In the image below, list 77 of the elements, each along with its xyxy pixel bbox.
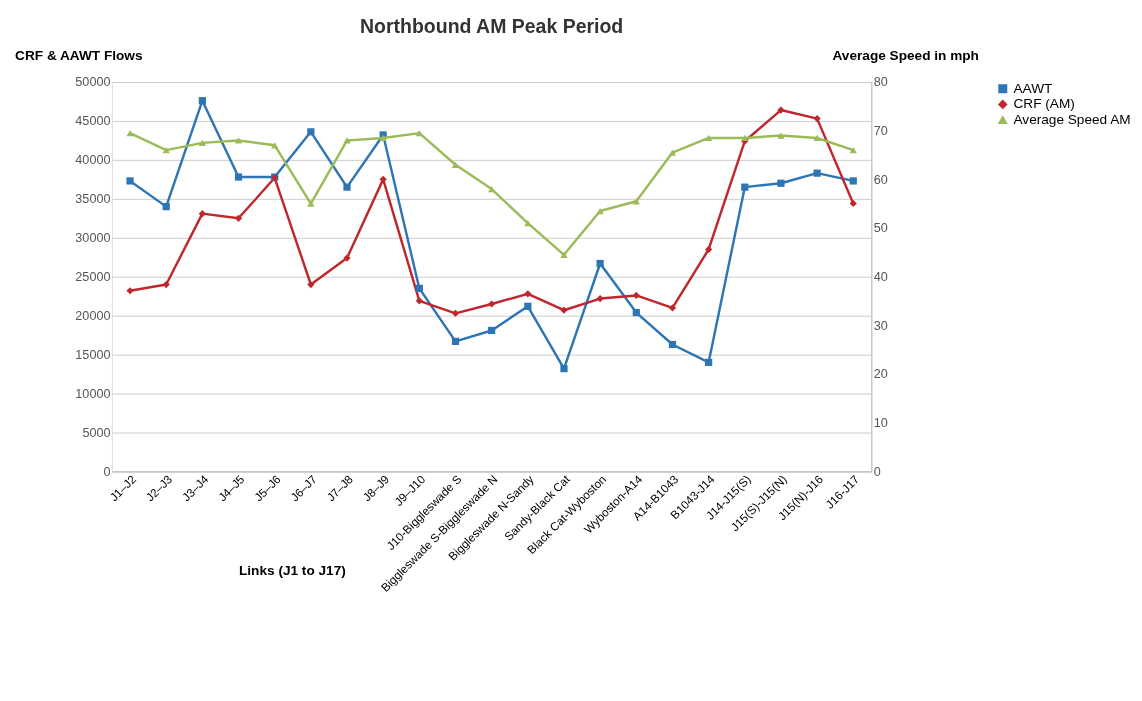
point (705, 134, 713, 142)
y-tick-label: 20000 (75, 309, 111, 324)
point (343, 254, 351, 262)
y2-tick-label: 70 (873, 124, 888, 139)
point (849, 199, 857, 208)
y-axis-title: CRF & AAWT Flows (15, 48, 143, 64)
point (415, 284, 423, 293)
point (777, 132, 785, 139)
legend-label: CRF (AM) (1013, 96, 1075, 112)
point (813, 169, 821, 177)
point (560, 306, 568, 314)
point (741, 183, 749, 191)
y-tick-label: 50000 (75, 75, 111, 90)
point (162, 280, 170, 289)
legend-label: Average Speed AM (1013, 111, 1131, 127)
point (849, 147, 857, 154)
point (524, 290, 532, 298)
point (162, 203, 170, 211)
y-tick-label: 30000 (75, 231, 111, 246)
point (451, 309, 460, 317)
y2-tick-label: 10 (873, 416, 888, 431)
point (198, 139, 206, 146)
point (632, 308, 640, 317)
y-tick-label: 5000 (82, 425, 111, 440)
point (560, 251, 568, 258)
point (343, 137, 351, 144)
point (415, 297, 423, 305)
y2-tick-label: 0 (873, 464, 881, 479)
y-tick-label: 40000 (75, 153, 111, 168)
y2-tick-label: 50 (873, 221, 888, 236)
point (126, 287, 134, 295)
point (596, 294, 604, 303)
point (524, 302, 532, 310)
point (198, 97, 206, 105)
y2-tick-label: 30 (873, 318, 888, 333)
point (632, 291, 640, 300)
point (705, 358, 713, 367)
point (596, 207, 604, 215)
point (234, 214, 243, 222)
point (126, 177, 134, 185)
point (415, 130, 423, 137)
point (560, 365, 568, 373)
point (488, 185, 496, 193)
y2-axis-title: Average Speed in mph (832, 48, 979, 64)
point (307, 200, 315, 207)
point (596, 259, 604, 268)
point (234, 137, 243, 144)
y2-tick-label: 20 (873, 367, 888, 382)
y-tick-label: 15000 (75, 347, 111, 362)
y2-tick-label: 80 (873, 75, 888, 90)
y-tick-label: 35000 (75, 192, 111, 207)
point (488, 300, 496, 308)
legend-label: AAWT (1013, 80, 1054, 96)
point (813, 134, 821, 142)
chart-title: Northbound AM Peak Period (360, 15, 624, 38)
point (307, 280, 315, 289)
point (451, 337, 460, 345)
point (849, 177, 857, 185)
point (777, 106, 785, 114)
point (705, 245, 713, 254)
point (234, 173, 243, 181)
point (813, 115, 821, 123)
y2-tick-label: 40 (873, 270, 888, 285)
y-tick-label: 25000 (75, 270, 111, 285)
x-axis-title: Links (J1 to J17) (239, 563, 346, 579)
point (488, 326, 496, 335)
y2-tick-label: 60 (873, 172, 888, 187)
point (198, 210, 206, 218)
y-tick-label: 10000 (75, 386, 111, 401)
y-tick-label: 0 (103, 464, 111, 479)
point (668, 340, 677, 349)
point (343, 183, 351, 191)
point (307, 128, 315, 136)
point (668, 149, 677, 156)
point (668, 304, 677, 312)
point (777, 179, 785, 187)
y-tick-label: 45000 (75, 114, 111, 129)
